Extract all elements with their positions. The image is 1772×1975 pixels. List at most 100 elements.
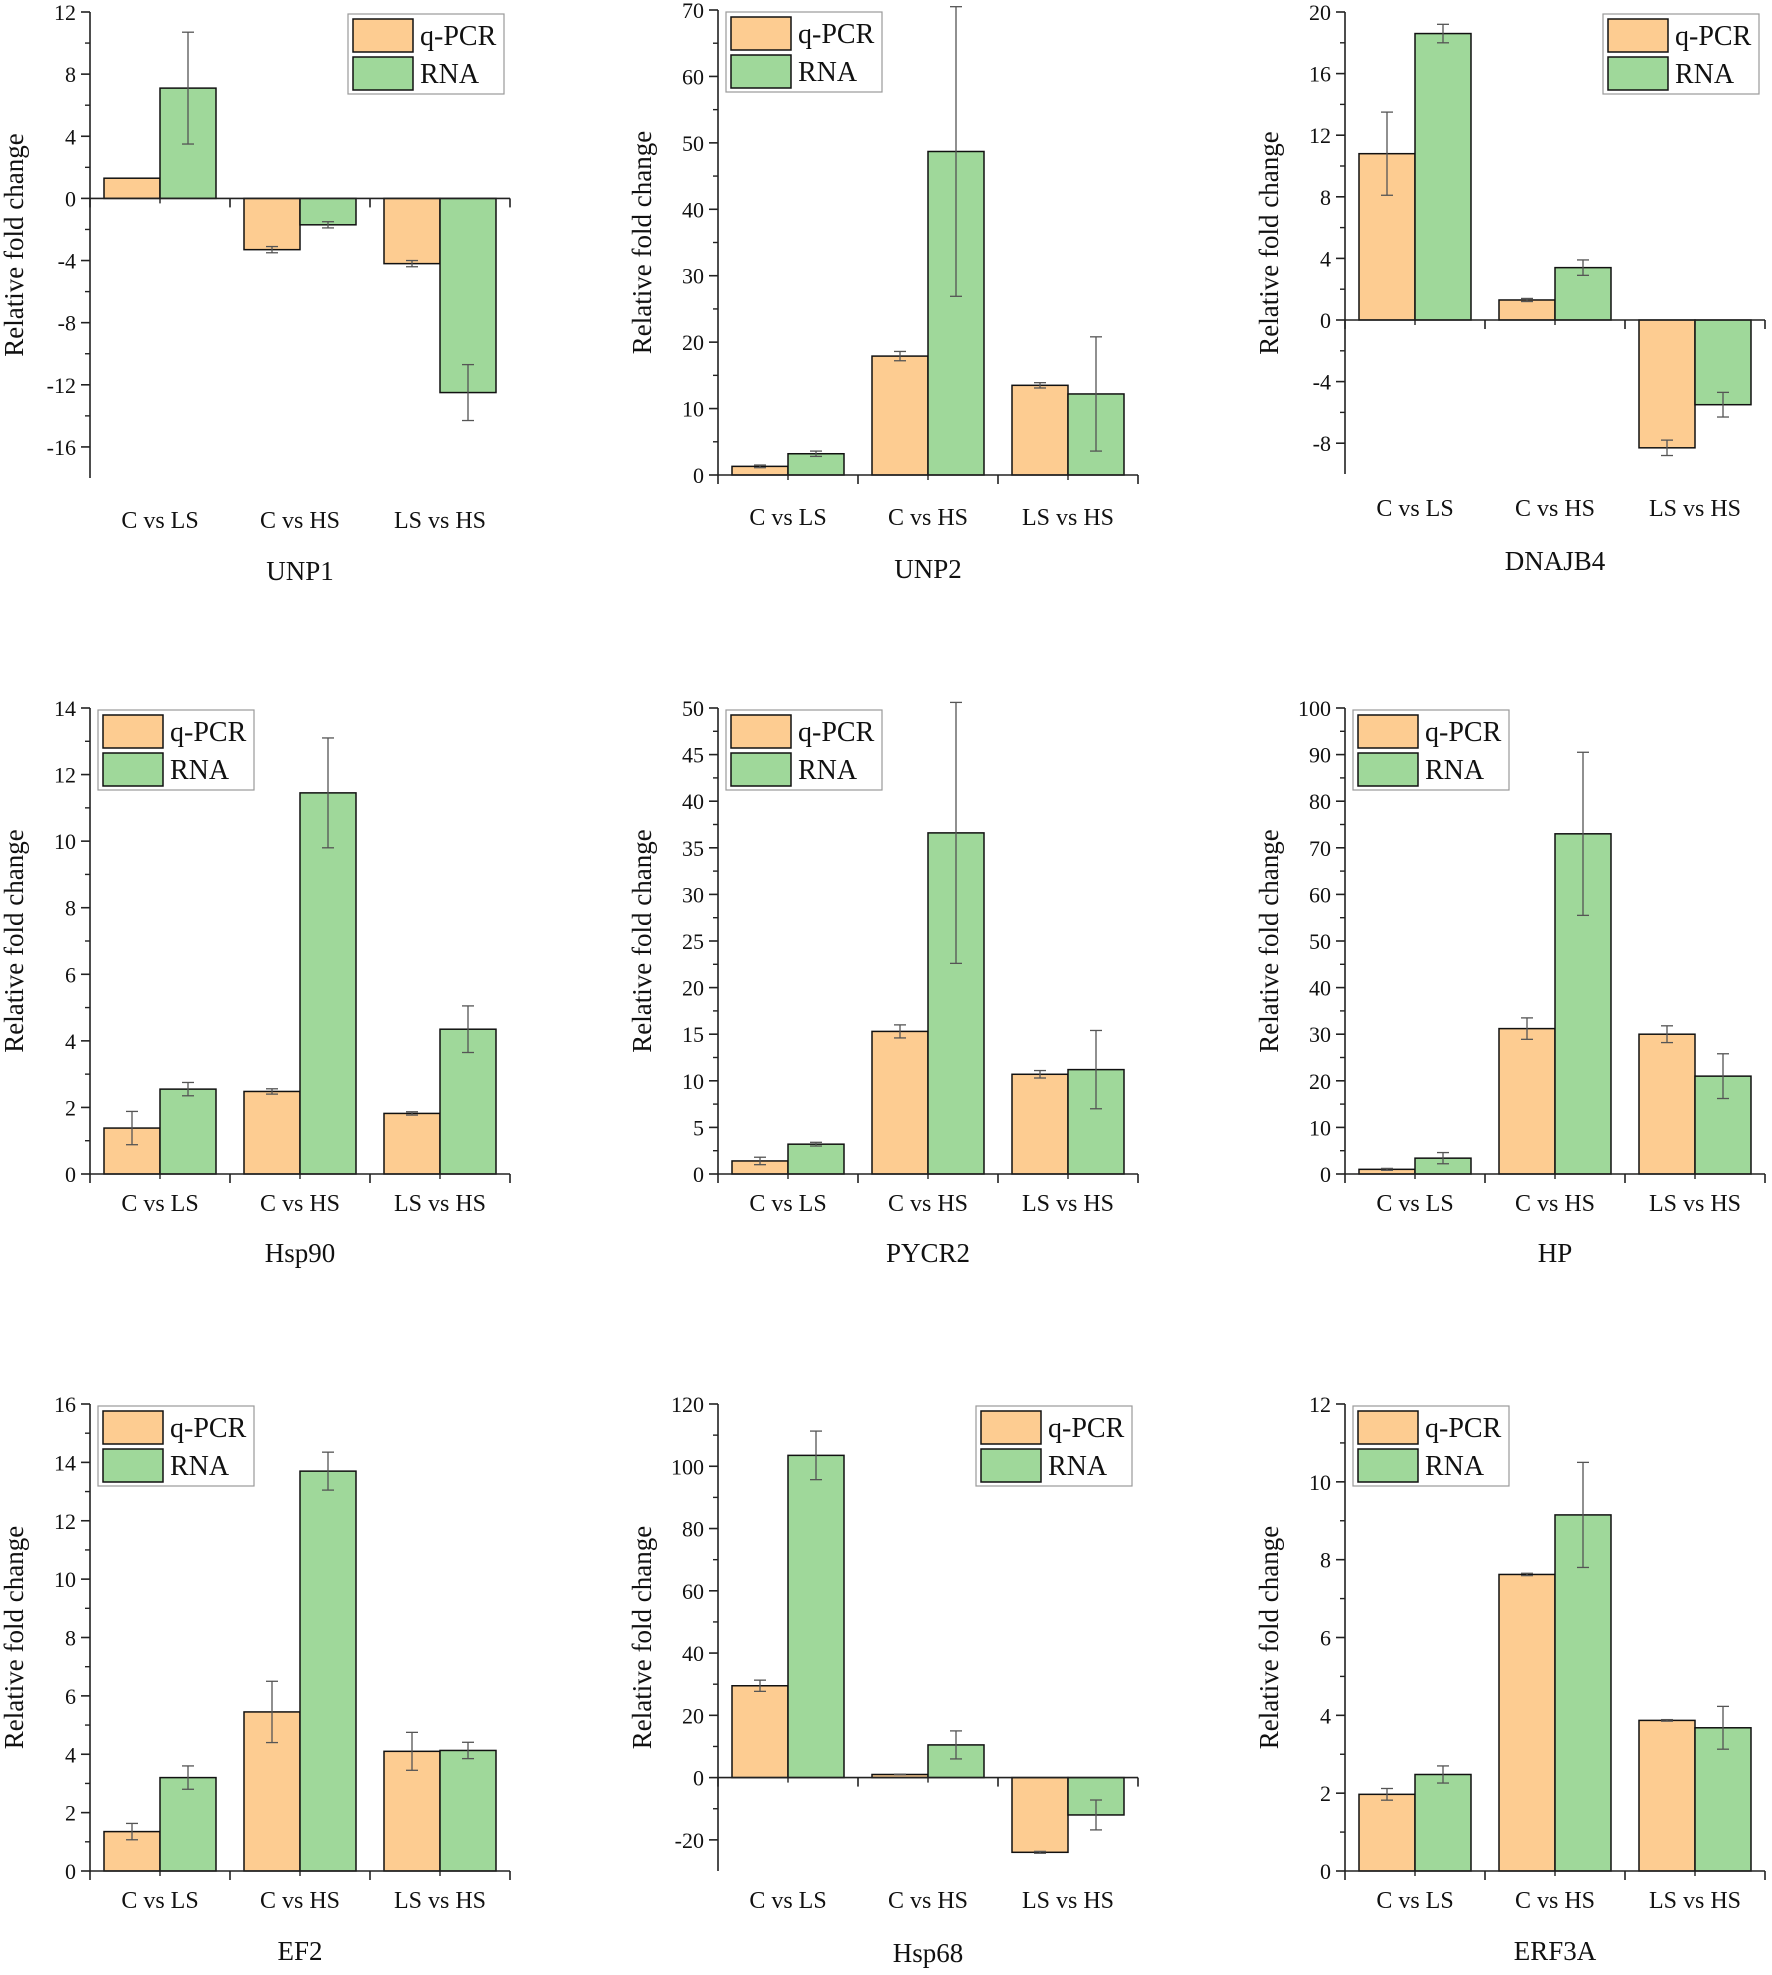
legend: q-PCR RNA (347, 13, 505, 95)
legend-label-rna: RNA (1048, 1451, 1108, 1482)
legend-swatch-rna (1357, 1448, 1419, 1483)
bar-q-pcr-ls-vs-hs (1011, 1776, 1069, 1854)
legend-swatch-rna (352, 56, 414, 91)
bar-rna-c-vs-hs (299, 1470, 357, 1872)
y-axis-label: Relative fold change (627, 829, 657, 1052)
bar-q-pcr-c-vs-hs (1498, 1027, 1556, 1175)
x-tick-label: C vs HS (888, 505, 968, 531)
x-tick-label: C vs HS (888, 1888, 968, 1914)
y-tick-label: -4 (58, 249, 76, 274)
y-tick-label: 4 (1320, 1703, 1331, 1728)
y-tick-label: 15 (682, 1022, 704, 1047)
x-tick-label: C vs HS (1515, 1888, 1595, 1914)
bar-q-pcr-ls-vs-hs (1638, 1719, 1696, 1872)
y-tick-label: 4 (1320, 246, 1331, 271)
y-tick-label: 0 (1320, 308, 1331, 333)
bar-q-pcr-ls-vs-hs (1011, 384, 1069, 476)
bar-q-pcr-ls-vs-hs (383, 1112, 441, 1175)
bar-rna-c-vs-hs (1554, 1514, 1612, 1872)
x-tick-label: C vs LS (1376, 1888, 1453, 1914)
y-tick-label: -4 (1313, 370, 1331, 395)
legend: q-PCR RNA (975, 1405, 1133, 1487)
legend-swatch-rna (102, 752, 164, 787)
chart-unp1: -16 -12 -8 -4 0 4 8 12 Relative fold change C vs … (0, 0, 511, 586)
y-tick-label: 5 (693, 1115, 704, 1140)
x-tick-label: C vs HS (260, 1888, 340, 1914)
legend-label-q-pcr: q-PCR (1425, 717, 1502, 748)
legend-swatch-q-pcr (1357, 714, 1419, 749)
bar-q-pcr-c-vs-hs (243, 197, 301, 251)
y-tick-label: 2 (1320, 1781, 1331, 1806)
y-tick-label: -8 (58, 311, 76, 336)
y-tick-label: 12 (1309, 123, 1331, 148)
bar-rna-c-vs-hs (299, 197, 357, 226)
bar-rna-c-vs-hs (299, 792, 357, 1175)
chart-title: UNP1 (266, 556, 334, 586)
y-tick-label: 2 (65, 1801, 76, 1826)
y-tick-label: 60 (682, 1579, 704, 1604)
bar-q-pcr-c-vs-hs (871, 1030, 929, 1175)
y-tick-label: 0 (1320, 1859, 1331, 1884)
bar-q-pcr-c-vs-hs (243, 1090, 301, 1175)
bar-rna-c-vs-ls (787, 1454, 845, 1779)
y-tick-label: 10 (54, 1567, 76, 1592)
bar-q-pcr-c-vs-ls (1358, 1793, 1416, 1872)
x-tick-label: LS vs HS (394, 1191, 486, 1217)
bar-rna-c-vs-ls (159, 1776, 217, 1872)
y-axis-label: Relative fold change (0, 829, 29, 1052)
y-tick-label: 6 (65, 1684, 76, 1709)
legend: q-PCR RNA (725, 709, 883, 791)
y-tick-label: 80 (682, 1517, 704, 1542)
y-tick-label: 4 (65, 124, 76, 149)
x-tick-label: C vs HS (888, 1191, 968, 1217)
chart-hsp68: -20 0 20 40 60 80 100 120 Relative fold change C … (627, 1392, 1139, 1968)
x-tick-label: LS vs HS (1022, 505, 1114, 531)
y-tick-label: 4 (65, 1742, 76, 1767)
bar-rna-c-vs-ls (159, 1088, 217, 1175)
y-tick-label: -12 (47, 373, 76, 398)
x-tick-label: C vs HS (1515, 1191, 1595, 1217)
y-tick-label: 100 (1298, 696, 1331, 721)
y-axis-label: Relative fold change (627, 1526, 657, 1749)
legend-label-rna: RNA (798, 755, 858, 786)
x-tick-label: LS vs HS (1022, 1888, 1114, 1914)
x-tick-label: C vs LS (749, 505, 826, 531)
y-tick-label: 40 (682, 197, 704, 222)
y-tick-label: 40 (682, 1641, 704, 1666)
y-tick-label: -8 (1313, 431, 1331, 456)
chart-hp: 0 10 20 30 40 50 60 70 80 90 100 Relative fold chan… (1254, 696, 1766, 1268)
y-tick-label: 12 (54, 1509, 76, 1534)
chart-dnajb4: -8 -4 0 4 8 12 16 20 Relative fold change C vs LS… (1254, 0, 1766, 576)
y-tick-label: 0 (1320, 1162, 1331, 1187)
chart-pycr2: 0 5 10 15 20 25 30 35 40 45 50 Relative fold change… (627, 696, 1139, 1268)
legend-swatch-rna (1607, 56, 1669, 91)
x-tick-label: LS vs HS (394, 1888, 486, 1914)
y-tick-label: 80 (1309, 789, 1331, 814)
y-tick-label: 30 (682, 264, 704, 289)
y-tick-label: 20 (1309, 0, 1331, 25)
x-tick-label: LS vs HS (1022, 1191, 1114, 1217)
y-tick-label: 10 (54, 829, 76, 854)
y-tick-label: 10 (682, 1069, 704, 1094)
y-tick-label: 25 (682, 929, 704, 954)
chart-title: ERF3A (1514, 1936, 1597, 1966)
legend-swatch-rna (102, 1448, 164, 1483)
y-tick-label: 40 (1309, 976, 1331, 1001)
y-tick-label: 10 (1309, 1470, 1331, 1495)
y-tick-label: 120 (671, 1392, 704, 1417)
y-tick-label: 0 (65, 1162, 76, 1187)
y-tick-label: 12 (54, 0, 76, 25)
y-tick-label: 12 (1309, 1392, 1331, 1417)
bar-rna-ls-vs-hs (439, 197, 497, 394)
y-tick-label: 8 (65, 1626, 76, 1651)
chart-title: DNAJB4 (1505, 546, 1606, 576)
y-tick-label: 10 (1309, 1115, 1331, 1140)
chart-title: HP (1538, 1238, 1573, 1268)
legend-swatch-q-pcr (102, 714, 164, 749)
y-tick-label: 35 (682, 836, 704, 861)
legend-label-rna: RNA (798, 57, 858, 88)
legend-label-rna: RNA (170, 755, 230, 786)
legend-label-q-pcr: q-PCR (1425, 1413, 1502, 1444)
y-axis-label: Relative fold change (1254, 829, 1284, 1052)
y-tick-label: 4 (65, 1029, 76, 1054)
